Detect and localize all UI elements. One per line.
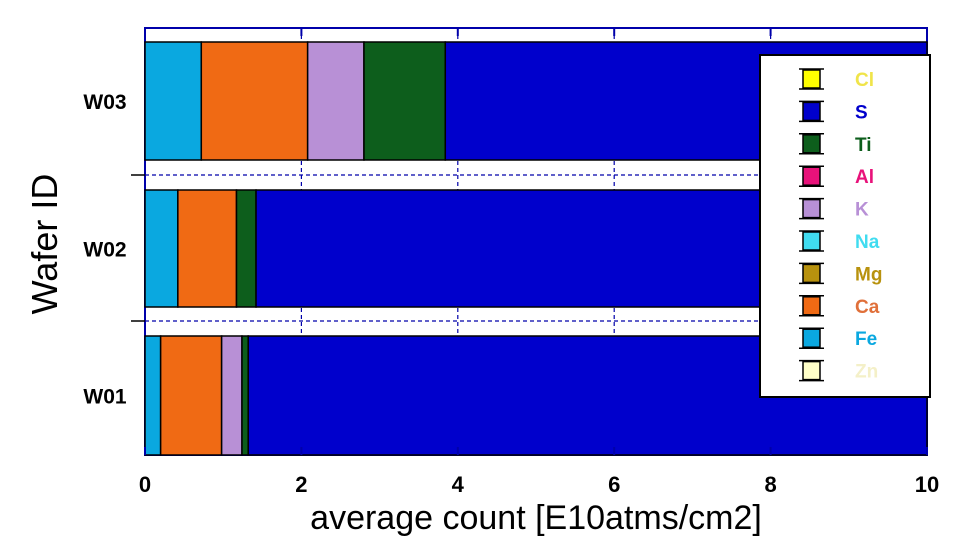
x-tick-label: 4 [452,472,465,497]
legend-swatch-al [802,166,821,186]
legend-swatch-k [802,198,821,219]
x-axis-ticks: 0 2 4 6 8 10 [139,28,939,497]
bar-segment-k-w01 [220,335,243,456]
y-tick-label: W02 [83,239,126,262]
x-tick-label: 0 [139,472,151,497]
bar-segment-ca-w03 [200,41,309,161]
x-tick-label: 8 [764,472,776,497]
legend-label-ca: Ca [855,297,880,318]
legend-label-fe: Fe [855,329,877,350]
legend-swatch-s [802,101,821,122]
bar-segment-fe-w02 [144,189,179,308]
legend-swatch-na [802,231,821,251]
legend-label-ti: Ti [855,135,872,156]
bar-segment-ca-w02 [177,189,238,308]
y-tick-label: W01 [83,386,127,409]
legend-label-cl: Cl [855,70,874,91]
y-axis-tick-labels: W01 W02 W03 [83,91,127,409]
legend-swatch-fe [802,328,821,348]
legend-label-na: Na [855,232,880,253]
legend-label-al: Al [855,167,874,188]
bar-segment-ca-w01 [159,335,223,456]
y-tick-label: W03 [83,91,126,114]
legend-label-s: S [855,102,868,123]
legend-label-mg: Mg [855,264,882,285]
legend-swatch-cl [802,69,821,89]
legend-label-k: K [855,200,869,221]
legend-swatch-ti [802,134,821,154]
x-axis-label: average count [E10atms/cm2] [310,499,762,537]
legend-swatch-ca [802,296,821,316]
legend: Cl S Ti Al K Na Mg Ca Fe Zn [759,54,931,398]
legend-swatch-zn [802,360,821,381]
y-axis-label: Wafer ID [24,174,65,315]
x-tick-label: 10 [915,472,939,497]
bar-segment-k-w03 [306,41,365,161]
x-tick-label: 6 [608,472,620,497]
bar-segment-fe-w01 [144,335,162,456]
legend-swatch-mg [802,263,821,284]
bar-segment-ti-w03 [363,41,447,161]
bar-segment-ti-w01 [241,335,249,456]
bar-segment-fe-w03 [144,41,203,161]
bar-segment-ti-w02 [235,189,257,308]
legend-box [759,54,931,398]
x-tick-label: 2 [295,472,307,497]
legend-label-zn: Zn [855,362,878,383]
